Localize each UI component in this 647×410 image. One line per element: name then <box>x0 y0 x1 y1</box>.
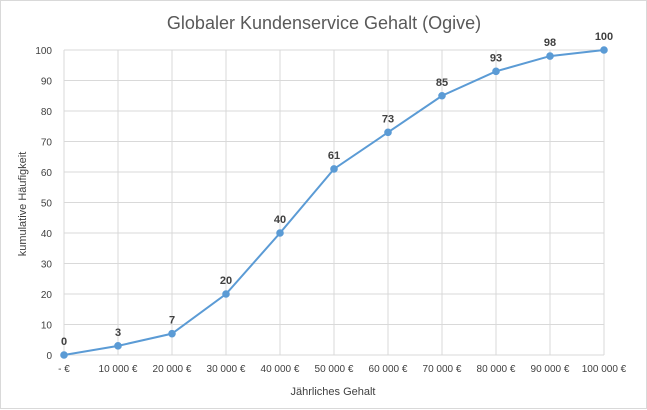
series-cumulative <box>60 46 608 359</box>
y-tick-label: 30 <box>41 260 53 271</box>
data-point <box>60 351 68 359</box>
x-tick-label: - € <box>58 364 70 375</box>
data-point <box>384 128 392 137</box>
data-label: 3 <box>115 327 121 339</box>
y-axis-ticks: 0 10 20 30 40 50 60 70 80 90 100 <box>35 46 52 362</box>
data-label: 98 <box>544 37 556 49</box>
x-tick-label: 50 000 € <box>315 364 354 375</box>
chart-title: Globaler Kundenservice Gehalt (Ogive) <box>167 13 481 33</box>
data-point <box>168 329 176 338</box>
data-label: 73 <box>382 113 394 125</box>
data-point <box>600 46 608 54</box>
x-axis-title: Jährliches Gehalt <box>291 386 376 398</box>
data-point <box>222 290 230 298</box>
data-labels: 0 3 7 20 40 61 73 85 93 98 100 <box>61 31 613 348</box>
data-point <box>330 165 338 173</box>
x-tick-label: 30 000 € <box>207 364 246 375</box>
x-tick-label: 80 000 € <box>477 364 516 375</box>
x-tick-label: 20 000 € <box>153 364 192 375</box>
data-label: 100 <box>595 31 613 43</box>
x-tick-label: 60 000 € <box>369 364 408 375</box>
y-tick-label: 60 <box>41 168 53 179</box>
x-tick-label: 10 000 € <box>99 364 138 375</box>
x-tick-label: 90 000 € <box>531 364 570 375</box>
y-tick-label: 20 <box>41 290 53 301</box>
data-point <box>114 342 122 350</box>
data-label: 40 <box>274 214 286 226</box>
data-point <box>276 229 284 237</box>
y-tick-label: 80 <box>41 107 53 118</box>
y-tick-label: 50 <box>41 199 53 210</box>
y-axis-title: kumulative Häufigkeit <box>17 152 29 257</box>
y-tick-label: 70 <box>41 138 53 149</box>
x-tick-label: 70 000 € <box>423 364 462 375</box>
y-tick-label: 10 <box>41 321 53 332</box>
data-label: 93 <box>490 52 502 64</box>
data-point <box>492 67 500 76</box>
y-tick-label: 40 <box>41 229 53 240</box>
y-tick-label: 0 <box>46 351 52 362</box>
data-label: 61 <box>328 150 340 162</box>
data-point <box>438 91 446 100</box>
data-label: 7 <box>169 315 175 327</box>
data-point <box>546 52 554 60</box>
y-tick-label: 90 <box>41 77 53 88</box>
data-label: 0 <box>61 336 67 348</box>
data-label: 85 <box>436 77 448 89</box>
gridlines <box>63 49 605 356</box>
x-tick-label: 40 000 € <box>261 364 300 375</box>
data-label: 20 <box>220 275 232 287</box>
x-tick-label: 100 000 € <box>582 364 627 375</box>
y-tick-label: 100 <box>35 46 52 57</box>
x-axis-ticks: - € 10 000 € 20 000 € 30 000 € 40 000 € 50 00… <box>58 364 627 375</box>
